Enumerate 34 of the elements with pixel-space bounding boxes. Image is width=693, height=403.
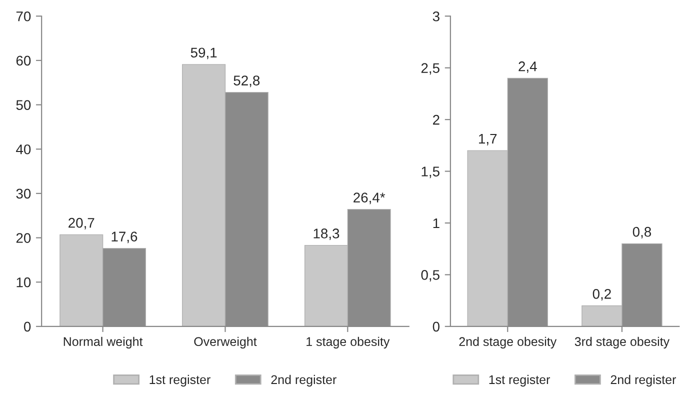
x-tick-label: 1 stage obesity [306, 336, 390, 348]
y-tick-label: 60 [16, 56, 31, 66]
x-tick-label: Overweight [194, 336, 257, 348]
y-tick-label: 1,5 [422, 166, 440, 178]
y-tick-label: 20 [16, 233, 31, 243]
y-tick-label: 0 [432, 322, 440, 332]
data-label: 59,1 [190, 48, 217, 60]
x-tick-label: 2nd stage obesity [459, 336, 557, 348]
y-tick-label: 40 [16, 144, 31, 154]
y-tick-label: 50 [16, 100, 31, 110]
legend-label: 1st register [489, 374, 550, 387]
legend-label: 2nd register [610, 374, 676, 387]
data-label: 20,7 [68, 218, 94, 230]
y-tick-label: 70 [16, 11, 31, 22]
y-tick-label: 0 [24, 322, 31, 332]
y-tick-label: 2,5 [421, 63, 440, 75]
x-tick-label: Normal weight [64, 336, 143, 348]
data-label: 52,8 [234, 76, 260, 88]
data-label: 2,4 [518, 61, 537, 73]
legend-label: 1st register [150, 374, 210, 387]
data-label: 17,6 [112, 232, 138, 244]
x-tick-label: 3rd stage obesity [574, 336, 670, 348]
data-label: 18,3 [314, 228, 340, 240]
data-label: 1,7 [479, 134, 497, 146]
y-tick-label: 2 [433, 114, 440, 125]
y-tick-label: 0,5 [421, 270, 440, 282]
legend-label: 2nd register [271, 374, 336, 387]
data-label: 26,4* [354, 192, 386, 204]
y-tick-label: 3 [432, 11, 440, 22]
data-label: 0,8 [632, 226, 652, 238]
y-tick-label: 1 [433, 218, 440, 228]
y-tick-label: 30 [16, 188, 31, 199]
y-tick-label: 10 [16, 277, 31, 288]
data-label: 0,2 [592, 288, 611, 300]
